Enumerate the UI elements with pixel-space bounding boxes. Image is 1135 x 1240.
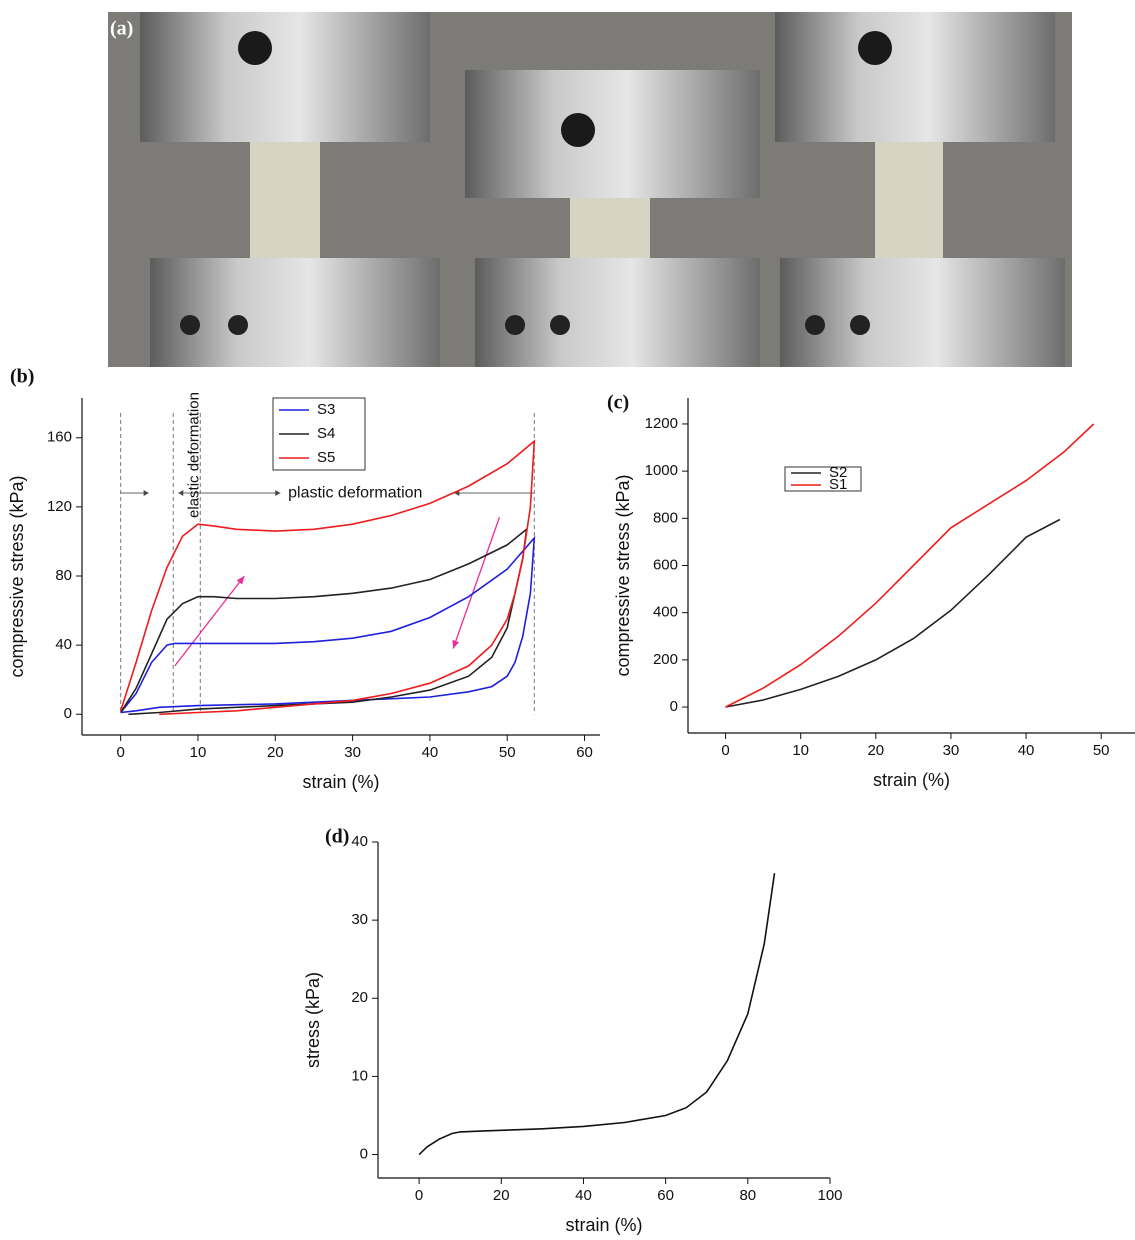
panel-label: (b) bbox=[10, 366, 34, 388]
y-tick-label: 30 bbox=[351, 911, 368, 928]
x-tick-label: 40 bbox=[1018, 742, 1035, 759]
x-tick-label: 30 bbox=[943, 742, 960, 759]
x-tick-label: 10 bbox=[792, 742, 809, 759]
y-tick-label: 0 bbox=[670, 698, 678, 715]
x-tick-label: 30 bbox=[344, 744, 361, 761]
arrow-head bbox=[452, 639, 460, 649]
panel-label: (c) bbox=[607, 392, 629, 414]
chart-panel: (b) 0 10 20 30 40 50 60 0 40 80 120 160 strain (%) com… bbox=[7, 366, 600, 792]
legend-label: S2 bbox=[829, 464, 847, 481]
legend-box bbox=[784, 466, 862, 492]
arrow-head bbox=[178, 490, 184, 497]
x-axis-label: strain (%) bbox=[302, 772, 379, 792]
x-tick-label: 20 bbox=[867, 742, 884, 759]
x-tick-label: 60 bbox=[576, 744, 593, 761]
x-tick-label: 40 bbox=[575, 1187, 592, 1204]
y-tick-label: 600 bbox=[653, 556, 678, 573]
y-tick-label: 40 bbox=[351, 833, 368, 850]
y-tick-label: 10 bbox=[351, 1067, 368, 1084]
y-axis-label: compressive stress (kPa) bbox=[613, 474, 633, 676]
arrow-head bbox=[275, 490, 281, 497]
x-axis-label: strain (%) bbox=[873, 770, 950, 790]
series-line bbox=[119, 439, 536, 716]
x-tick-label: 0 bbox=[415, 1187, 423, 1204]
y-tick-label: 0 bbox=[360, 1146, 368, 1163]
series-line bbox=[725, 423, 1095, 708]
y-tick-label: 400 bbox=[653, 604, 678, 621]
photo-panel: (a) bbox=[108, 12, 1072, 367]
x-tick-label: 10 bbox=[190, 744, 207, 761]
x-tick-label: 0 bbox=[721, 742, 729, 759]
y-tick-label: 40 bbox=[55, 636, 72, 653]
photo-frame-3 bbox=[775, 12, 1065, 367]
y-axis-label: stress (kPa) bbox=[303, 972, 323, 1068]
legend-label: S5 bbox=[317, 449, 335, 466]
annotation: elastic deformation bbox=[186, 392, 203, 518]
legend-label: S4 bbox=[317, 425, 335, 442]
x-tick-label: 50 bbox=[1093, 742, 1110, 759]
x-tick-label: 50 bbox=[499, 744, 516, 761]
x-tick-label: 20 bbox=[267, 744, 284, 761]
y-tick-label: 120 bbox=[47, 498, 72, 515]
panel-label: (a) bbox=[110, 18, 133, 40]
arrow-head bbox=[143, 490, 149, 497]
panel-label: (d) bbox=[325, 826, 349, 848]
x-tick-label: 0 bbox=[116, 744, 124, 761]
y-tick-label: 1000 bbox=[645, 462, 678, 479]
y-tick-label: 0 bbox=[64, 705, 72, 722]
x-tick-label: 40 bbox=[422, 744, 439, 761]
photo-frame-2 bbox=[465, 70, 760, 367]
chart-panel: (d) 0 20 40 60 80 100 0 10 20 30 40 strain (%) stress… bbox=[303, 826, 843, 1235]
x-tick-label: 80 bbox=[739, 1187, 756, 1204]
legend-label: S1 bbox=[829, 476, 847, 493]
x-tick-label: 100 bbox=[817, 1187, 842, 1204]
direction-arrow bbox=[174, 575, 245, 667]
y-tick-label: 800 bbox=[653, 509, 678, 526]
y-tick-label: 80 bbox=[55, 567, 72, 584]
y-tick-label: 160 bbox=[47, 429, 72, 446]
series-line bbox=[725, 518, 1061, 708]
arrow-head bbox=[236, 576, 245, 585]
y-tick-label: 20 bbox=[351, 989, 368, 1006]
series-line bbox=[120, 527, 528, 716]
x-tick-label: 20 bbox=[493, 1187, 510, 1204]
photo-frame-1 bbox=[140, 12, 440, 367]
annotation: plastic deformation bbox=[288, 484, 422, 501]
y-tick-label: 1200 bbox=[645, 415, 678, 432]
series-line bbox=[418, 873, 776, 1156]
series-line bbox=[120, 535, 536, 714]
legend-label: S3 bbox=[317, 401, 335, 418]
chart-panel: (c) 0 10 20 30 40 50 0 200 400 600 800 1000 1200 strai… bbox=[607, 392, 1135, 790]
direction-arrow bbox=[452, 517, 501, 649]
y-tick-label: 200 bbox=[653, 651, 678, 668]
x-axis-label: strain (%) bbox=[565, 1215, 642, 1235]
x-tick-label: 60 bbox=[657, 1187, 674, 1204]
y-axis-label: compressive stress (kPa) bbox=[7, 475, 27, 677]
